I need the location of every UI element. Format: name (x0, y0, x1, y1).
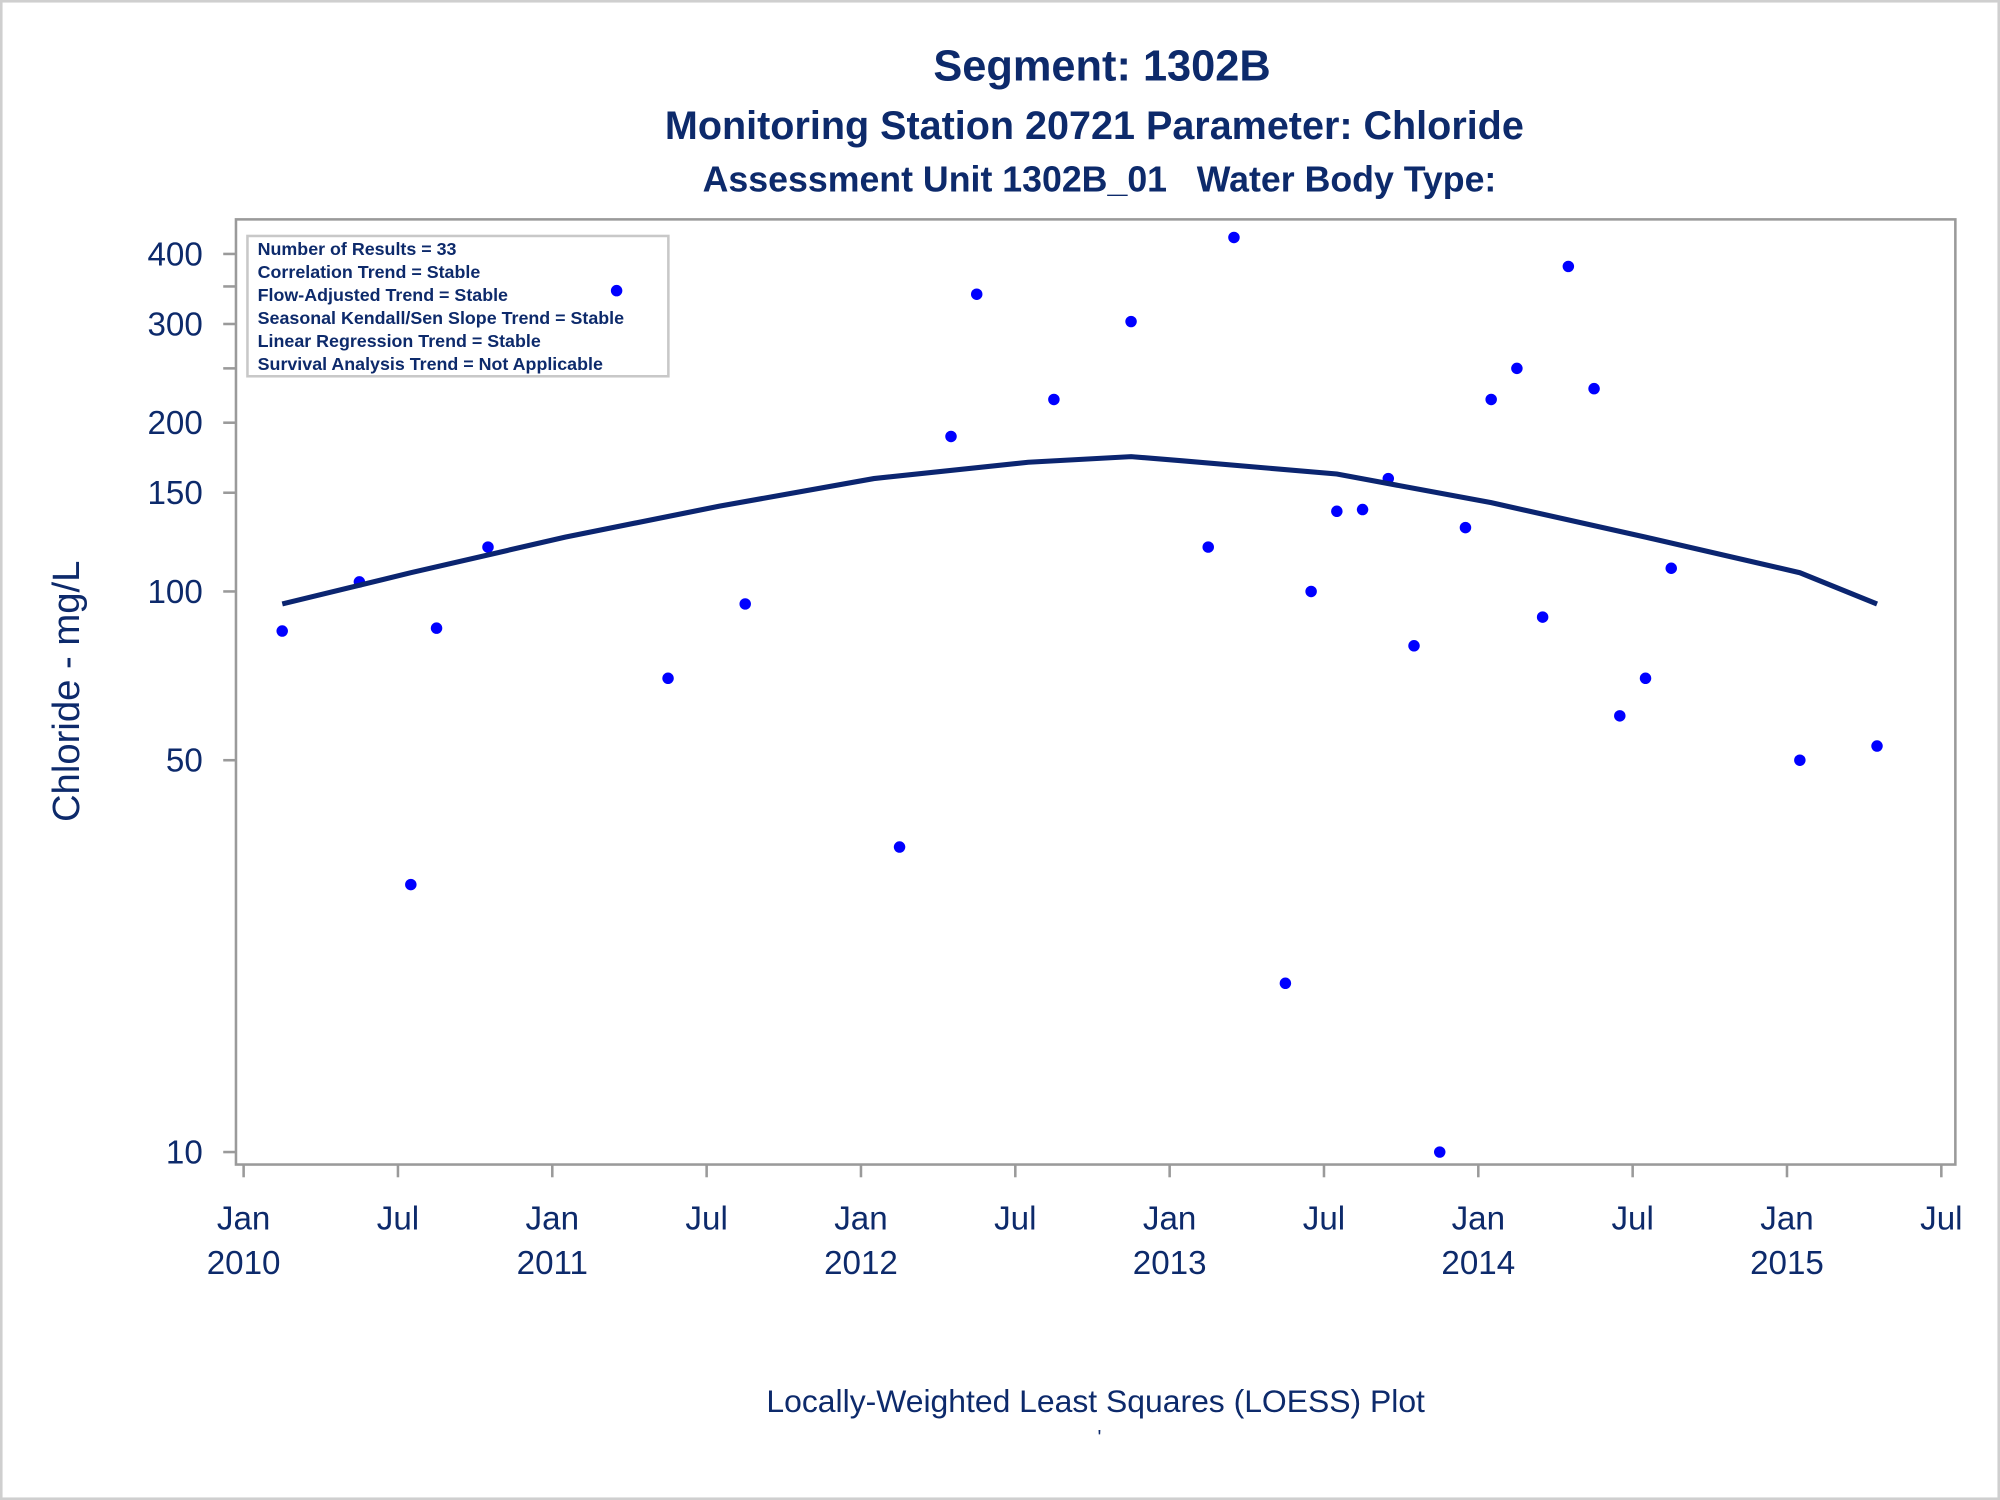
x-tick-label: 2013 (1133, 1245, 1207, 1282)
stats-line: Number of Results = 33 (258, 239, 457, 259)
x-tick-label: Jan (1143, 1201, 1196, 1238)
data-point (1305, 585, 1317, 598)
data-point (1202, 541, 1214, 553)
x-tick-label: Jan (1452, 1201, 1505, 1238)
data-point (1665, 562, 1677, 574)
x-tick-label: 2014 (1441, 1245, 1515, 1282)
x-tick-label: Jul (1303, 1201, 1345, 1238)
x-tick-label: Jul (377, 1201, 419, 1238)
x-tick-label: 2011 (517, 1245, 588, 1282)
data-point (1614, 710, 1626, 722)
x-tick-label: Jul (994, 1201, 1036, 1238)
x-tick-label: 2015 (1750, 1245, 1824, 1282)
y-axis-label: Chloride - mg/L (45, 561, 88, 822)
data-point (1408, 640, 1420, 652)
x-tick-label: 2010 (207, 1245, 281, 1282)
data-point (1228, 231, 1240, 244)
data-point (1485, 393, 1497, 406)
data-point (893, 841, 906, 853)
stats-line: Survival Analysis Trend = Not Applicable (258, 354, 603, 374)
chart-subtitle: Monitoring Station 20721 Parameter: Chlo… (665, 104, 1524, 148)
data-point (1279, 977, 1292, 990)
y-tick-label: 150 (147, 475, 202, 512)
footnote: ' (1098, 1427, 1102, 1449)
chart-title: Segment: 1302B (933, 42, 1270, 90)
data-point (1048, 393, 1060, 406)
y-tick-label: 100 (147, 574, 202, 611)
x-tick-label: Jul (685, 1201, 727, 1238)
data-point (1331, 505, 1343, 518)
data-point (405, 878, 417, 891)
data-point (482, 541, 494, 553)
loess-line (281, 454, 1878, 607)
data-point (739, 598, 751, 610)
data-point (1536, 611, 1549, 623)
stats-line: Linear Regression Trend = Stable (258, 331, 541, 351)
data-point (610, 284, 623, 297)
data-point (1639, 672, 1652, 685)
data-point (1562, 260, 1575, 273)
data-point (945, 430, 957, 443)
x-tick-label: 2012 (824, 1245, 898, 1282)
x-tick-label: Jan (217, 1201, 270, 1238)
x-tick-label: Jul (1611, 1201, 1653, 1238)
stats-line: Seasonal Kendall/Sen Slope Trend = Stabl… (258, 308, 624, 328)
y-tick-label: 200 (147, 405, 202, 442)
data-point (970, 288, 983, 300)
data-point (662, 672, 674, 685)
chart-subtitle: Assessment Unit 1302B_01 Water Body Type… (703, 159, 1497, 199)
footnote: Locally-Weighted Least Squares (LOESS) P… (766, 1383, 1425, 1419)
x-tick-label: Jan (526, 1201, 579, 1238)
plot-frame (234, 218, 1957, 1166)
y-tick-label: 400 (147, 236, 202, 273)
stats-line: Flow-Adjusted Trend = Stable (258, 285, 508, 305)
x-tick-label: Jan (834, 1201, 887, 1238)
x-tick-label: Jan (1760, 1201, 1813, 1238)
y-tick-label: 50 (166, 743, 203, 780)
data-point (1433, 1146, 1446, 1158)
data-point (276, 625, 288, 637)
data-point (1356, 503, 1369, 516)
y-tick-label: 300 (147, 306, 202, 343)
x-tick-label: Jul (1920, 1201, 1962, 1238)
data-point (1459, 521, 1472, 534)
data-point (1125, 315, 1137, 328)
data-point (1794, 754, 1806, 766)
data-point (1511, 362, 1523, 375)
stats-box (246, 234, 670, 378)
stats-line: Correlation Trend = Stable (258, 262, 481, 282)
data-point (1588, 382, 1600, 395)
y-tick-label: 10 (166, 1135, 203, 1172)
data-point (430, 622, 443, 634)
data-point (1871, 740, 1883, 752)
